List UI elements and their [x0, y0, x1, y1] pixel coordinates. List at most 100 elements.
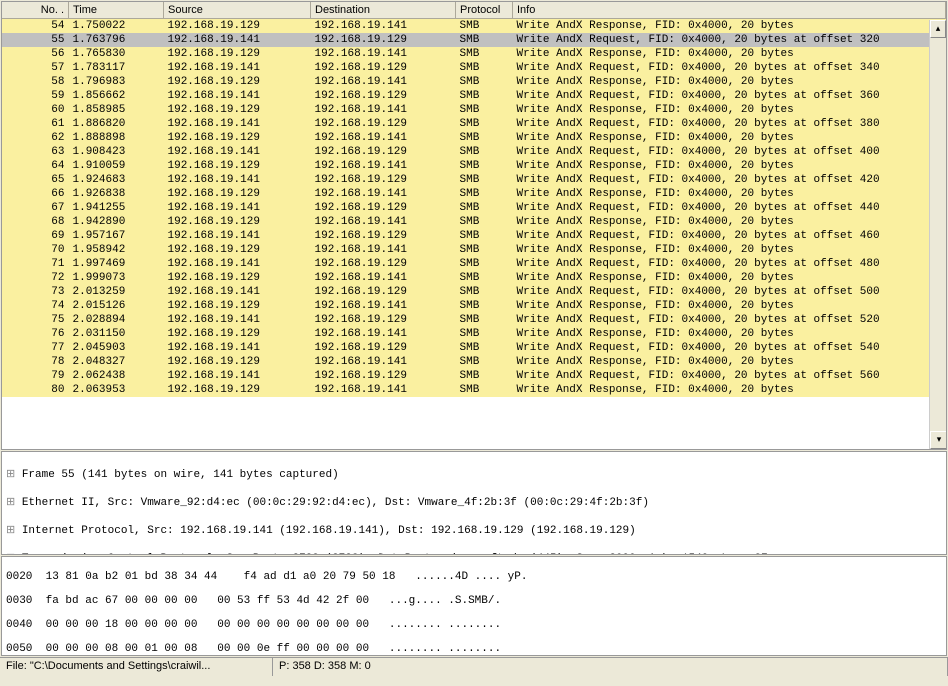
- cell-src: 192.168.19.141: [164, 341, 311, 355]
- cell-proto: SMB: [456, 201, 513, 215]
- cell-src: 192.168.19.141: [164, 369, 311, 383]
- cell-time: 1.926838: [69, 187, 164, 201]
- detail-ip: Internet Protocol, Src: 192.168.19.141 (…: [22, 525, 636, 537]
- cell-src: 192.168.19.129: [164, 215, 311, 229]
- cell-dst: 192.168.19.129: [311, 313, 456, 327]
- cell-src: 192.168.19.141: [164, 89, 311, 103]
- col-header-info[interactable]: Info: [513, 2, 946, 19]
- packet-table[interactable]: No. . Time Source Destination Protocol I…: [2, 2, 946, 397]
- table-row[interactable]: 621.888898192.168.19.129192.168.19.141SM…: [2, 131, 946, 145]
- table-row[interactable]: 681.942890192.168.19.129192.168.19.141SM…: [2, 215, 946, 229]
- table-row[interactable]: 711.997469192.168.19.141192.168.19.129SM…: [2, 257, 946, 271]
- table-row[interactable]: 691.957167192.168.19.141192.168.19.129SM…: [2, 229, 946, 243]
- col-header-source[interactable]: Source: [164, 2, 311, 19]
- col-header-no[interactable]: No. .: [2, 2, 69, 19]
- cell-no: 76: [2, 327, 69, 341]
- col-header-destination[interactable]: Destination: [311, 2, 456, 19]
- cell-no: 74: [2, 299, 69, 313]
- expand-icon[interactable]: ⊞: [6, 525, 22, 537]
- cell-proto: SMB: [456, 47, 513, 61]
- table-row[interactable]: 541.750022192.168.19.129192.168.19.141SM…: [2, 19, 946, 34]
- cell-no: 66: [2, 187, 69, 201]
- cell-info: Write AndX Request, FID: 0x4000, 20 byte…: [513, 61, 946, 75]
- table-row[interactable]: 651.924683192.168.19.141192.168.19.129SM…: [2, 173, 946, 187]
- table-row[interactable]: 631.908423192.168.19.141192.168.19.129SM…: [2, 145, 946, 159]
- scroll-down-button[interactable]: ▾: [930, 431, 947, 449]
- cell-dst: 192.168.19.129: [311, 229, 456, 243]
- tree-ethernet[interactable]: ⊞ Ethernet II, Src: Vmware_92:d4:ec (00:…: [6, 496, 942, 510]
- tree-ip[interactable]: ⊞ Internet Protocol, Src: 192.168.19.141…: [6, 524, 942, 538]
- cell-info: Write AndX Response, FID: 0x4000, 20 byt…: [513, 19, 946, 34]
- col-header-protocol[interactable]: Protocol: [456, 2, 513, 19]
- cell-no: 68: [2, 215, 69, 229]
- packet-details-pane[interactable]: ⊞ Frame 55 (141 bytes on wire, 141 bytes…: [1, 451, 947, 555]
- expand-icon[interactable]: ⊞: [6, 497, 22, 509]
- cell-dst: 192.168.19.141: [311, 131, 456, 145]
- table-row[interactable]: 571.783117192.168.19.141192.168.19.129SM…: [2, 61, 946, 75]
- scroll-up-button[interactable]: ▴: [930, 20, 946, 38]
- table-row[interactable]: 591.856662192.168.19.141192.168.19.129SM…: [2, 89, 946, 103]
- packet-list-pane[interactable]: No. . Time Source Destination Protocol I…: [1, 1, 947, 450]
- cell-info: Write AndX Response, FID: 0x4000, 20 byt…: [513, 383, 946, 397]
- cell-no: 63: [2, 145, 69, 159]
- table-row[interactable]: 792.062438192.168.19.141192.168.19.129SM…: [2, 369, 946, 383]
- cell-dst: 192.168.19.129: [311, 33, 456, 47]
- table-row[interactable]: 581.796983192.168.19.129192.168.19.141SM…: [2, 75, 946, 89]
- vertical-scrollbar[interactable]: ▴ ▾: [929, 20, 946, 449]
- cell-no: 72: [2, 271, 69, 285]
- cell-info: Write AndX Response, FID: 0x4000, 20 byt…: [513, 131, 946, 145]
- table-row[interactable]: 772.045903192.168.19.141192.168.19.129SM…: [2, 341, 946, 355]
- cell-no: 58: [2, 75, 69, 89]
- tree-frame[interactable]: ⊞ Frame 55 (141 bytes on wire, 141 bytes…: [6, 468, 942, 482]
- cell-info: Write AndX Request, FID: 0x4000, 20 byte…: [513, 173, 946, 187]
- cell-no: 57: [2, 61, 69, 75]
- cell-src: 192.168.19.129: [164, 299, 311, 313]
- cell-proto: SMB: [456, 131, 513, 145]
- table-row[interactable]: 752.028894192.168.19.141192.168.19.129SM…: [2, 313, 946, 327]
- cell-info: Write AndX Response, FID: 0x4000, 20 byt…: [513, 75, 946, 89]
- cell-no: 54: [2, 19, 69, 34]
- cell-no: 75: [2, 313, 69, 327]
- cell-info: Write AndX Request, FID: 0x4000, 20 byte…: [513, 117, 946, 131]
- cell-no: 79: [2, 369, 69, 383]
- cell-info: Write AndX Request, FID: 0x4000, 20 byte…: [513, 201, 946, 215]
- cell-src: 192.168.19.141: [164, 313, 311, 327]
- col-header-time[interactable]: Time: [69, 2, 164, 19]
- cell-no: 69: [2, 229, 69, 243]
- table-row[interactable]: 641.910059192.168.19.129192.168.19.141SM…: [2, 159, 946, 173]
- cell-info: Write AndX Request, FID: 0x4000, 20 byte…: [513, 313, 946, 327]
- tree-tcp[interactable]: ⊞ Transmission Control Protocol, Src Por…: [6, 552, 942, 555]
- cell-proto: SMB: [456, 19, 513, 34]
- table-row[interactable]: 742.015126192.168.19.129192.168.19.141SM…: [2, 299, 946, 313]
- cell-no: 71: [2, 257, 69, 271]
- table-row[interactable]: 721.999073192.168.19.129192.168.19.141SM…: [2, 271, 946, 285]
- cell-no: 59: [2, 89, 69, 103]
- cell-time: 1.886820: [69, 117, 164, 131]
- table-row[interactable]: 661.926838192.168.19.129192.168.19.141SM…: [2, 187, 946, 201]
- expand-icon[interactable]: ⊞: [6, 469, 22, 481]
- status-bar: File: "C:\Documents and Settings\craiwil…: [0, 657, 948, 676]
- expand-icon[interactable]: ⊞: [6, 553, 22, 555]
- cell-dst: 192.168.19.141: [311, 47, 456, 61]
- table-row[interactable]: 601.858985192.168.19.129192.168.19.141SM…: [2, 103, 946, 117]
- table-row[interactable]: 802.063953192.168.19.129192.168.19.141SM…: [2, 383, 946, 397]
- table-row[interactable]: 782.048327192.168.19.129192.168.19.141SM…: [2, 355, 946, 369]
- cell-dst: 192.168.19.141: [311, 271, 456, 285]
- hex-line: 0040 00 00 00 18 00 00 00 00 00 00 00 00…: [6, 619, 942, 631]
- cell-dst: 192.168.19.129: [311, 61, 456, 75]
- table-row[interactable]: 762.031150192.168.19.129192.168.19.141SM…: [2, 327, 946, 341]
- packet-bytes-pane[interactable]: 0020 13 81 0a b2 01 bd 38 34 44 f4 ad d1…: [1, 556, 947, 656]
- cell-proto: SMB: [456, 327, 513, 341]
- table-row[interactable]: 561.765830192.168.19.129192.168.19.141SM…: [2, 47, 946, 61]
- table-row[interactable]: 701.958942192.168.19.129192.168.19.141SM…: [2, 243, 946, 257]
- table-row[interactable]: 671.941255192.168.19.141192.168.19.129SM…: [2, 201, 946, 215]
- cell-info: Write AndX Response, FID: 0x4000, 20 byt…: [513, 187, 946, 201]
- cell-dst: 192.168.19.141: [311, 243, 456, 257]
- cell-info: Write AndX Response, FID: 0x4000, 20 byt…: [513, 299, 946, 313]
- cell-info: Write AndX Request, FID: 0x4000, 20 byte…: [513, 369, 946, 383]
- table-row[interactable]: 611.886820192.168.19.141192.168.19.129SM…: [2, 117, 946, 131]
- cell-dst: 192.168.19.141: [311, 299, 456, 313]
- cell-info: Write AndX Request, FID: 0x4000, 20 byte…: [513, 229, 946, 243]
- table-row[interactable]: 732.013259192.168.19.141192.168.19.129SM…: [2, 285, 946, 299]
- table-row[interactable]: 551.763796192.168.19.141192.168.19.129SM…: [2, 33, 946, 47]
